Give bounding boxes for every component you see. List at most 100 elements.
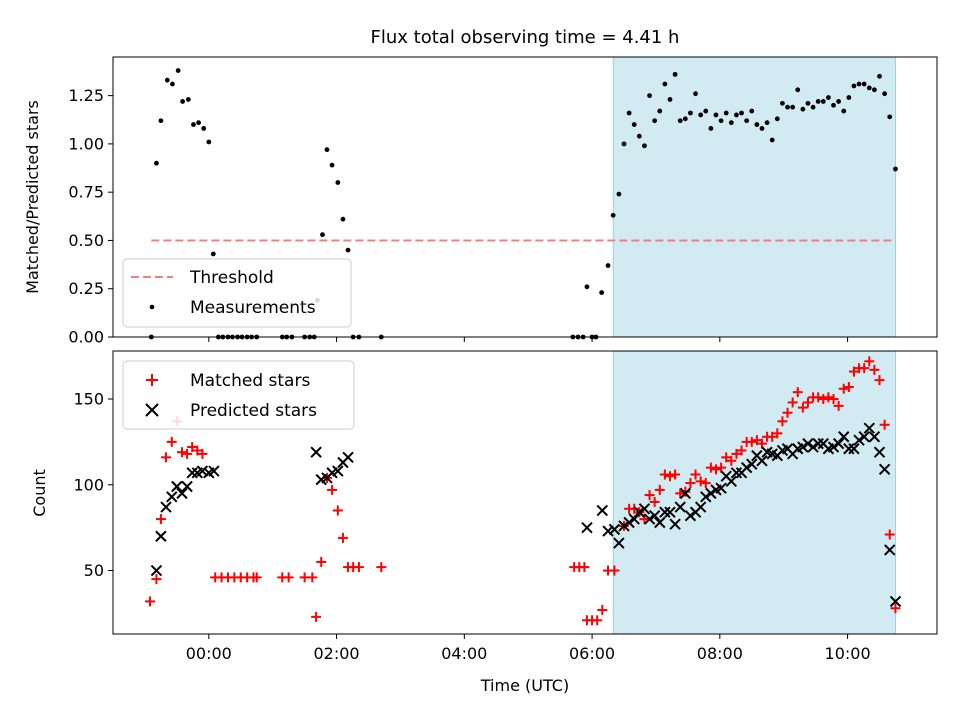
- measurement-point: [703, 108, 709, 114]
- matched-star-point: [597, 604, 608, 615]
- predicted-star-point: [812, 437, 824, 450]
- matched-star-point: [705, 462, 716, 473]
- predicted-star-point: [181, 480, 193, 493]
- measurement-point: [662, 81, 668, 87]
- x-tick-label: 10:00: [825, 644, 871, 663]
- y-tick-label: 100: [73, 475, 104, 494]
- measurement-point: [718, 118, 724, 124]
- matched-star-point: [813, 392, 824, 403]
- measurement-point: [636, 133, 642, 139]
- measurement-point: [851, 83, 857, 89]
- matched-star-point: [695, 476, 706, 487]
- matched-star-point: [721, 452, 732, 463]
- predicted-star-point: [853, 434, 865, 446]
- top-x-ticks: [208, 337, 849, 342]
- measurement-point: [805, 100, 811, 106]
- measurement-point: [739, 110, 744, 116]
- x-tick-label: 08:00: [697, 644, 743, 663]
- predicted-star-point: [797, 441, 809, 453]
- measurement-point: [877, 73, 882, 79]
- predicted-stars-series: [150, 422, 902, 608]
- x-tick-label: 02:00: [314, 644, 360, 663]
- matched-star-point: [197, 448, 208, 459]
- measurement-point: [175, 68, 181, 73]
- matched-star-point: [716, 462, 727, 473]
- measurement-point: [605, 263, 611, 268]
- measurement-point: [210, 251, 216, 257]
- y-tick-label: 0.00: [68, 328, 104, 347]
- matched-star-point: [592, 615, 603, 626]
- measurement-point: [201, 126, 207, 131]
- predicted-star-point: [863, 422, 875, 434]
- measurement-point: [856, 81, 862, 87]
- predicted-star-point: [633, 506, 646, 518]
- predicted-star-point: [802, 437, 814, 450]
- matched-star-point: [690, 469, 701, 480]
- matched-star-point: [579, 562, 590, 573]
- predicted-star-point: [150, 564, 163, 577]
- predicted-star-point: [171, 480, 183, 493]
- measurement-point: [800, 106, 806, 112]
- bottom-y-ticks: 50 100 150: [73, 390, 113, 580]
- measurement-point: [744, 118, 750, 124]
- predicted-star-point: [628, 513, 640, 525]
- top-shaded-rect: [612, 56, 896, 338]
- measurement-point: [657, 108, 663, 114]
- predicted-star-point: [664, 506, 676, 518]
- predicted-star-point: [581, 521, 593, 534]
- matched-star-point: [659, 469, 670, 480]
- bottom-panel-frame: [112, 350, 938, 635]
- predicted-star-point: [694, 501, 707, 513]
- matched-star-point: [145, 596, 156, 607]
- top-legend: Threshold Measurements: [122, 258, 352, 328]
- measurement-point: [815, 99, 821, 104]
- matched-star-point: [307, 572, 318, 583]
- matched-star-point: [166, 436, 177, 447]
- matched-legend-swatch: [146, 374, 158, 386]
- measurement-point: [335, 180, 341, 185]
- matched-star-point: [864, 356, 875, 367]
- predicted-star-point: [740, 461, 753, 474]
- top-legend-box: [122, 258, 352, 328]
- x-tick-label: 04:00: [441, 644, 487, 663]
- matched-star-point: [833, 400, 844, 411]
- matched-star-point: [767, 431, 778, 442]
- measurement-point: [191, 122, 196, 127]
- measurement-point: [846, 95, 852, 100]
- measurement-point: [749, 108, 755, 114]
- top-panel-shaded-region: [612, 56, 896, 338]
- matched-star-point: [376, 562, 387, 573]
- y-tick-label: 1.00: [68, 134, 104, 153]
- matched-star-point: [192, 445, 203, 456]
- predicted-star-point: [725, 475, 738, 488]
- measurements-legend-label: Measurements: [190, 298, 316, 318]
- measurement-point: [774, 116, 780, 122]
- matched-star-point: [828, 394, 839, 405]
- matched-star-point: [353, 562, 364, 573]
- measurement-point: [826, 95, 831, 100]
- matched-star-point: [700, 478, 711, 489]
- matched-star-point: [726, 455, 737, 466]
- matched-star-point: [782, 407, 793, 418]
- measurement-point: [872, 87, 877, 93]
- matched-star-point: [161, 452, 172, 463]
- measurement-point: [345, 247, 351, 253]
- predicted-legend-label: Predicted stars: [190, 401, 317, 421]
- predicted-star-point: [155, 530, 167, 542]
- y-tick-label: 0.75: [68, 183, 104, 202]
- bottom-shaded-rect: [612, 350, 896, 635]
- matched-star-point: [792, 387, 803, 398]
- matched-star-point: [654, 484, 665, 495]
- top-y-axis-label: Matched/Predicted stars: [23, 100, 42, 294]
- predicted-star-point: [705, 487, 717, 500]
- chart-title: Flux total observing time = 4.41 h: [371, 27, 680, 48]
- matched-star-point: [731, 448, 742, 459]
- top-panel: 0.00 0.25 0.50 0.75 1.00 1.25 Matched/Predict…: [23, 56, 938, 347]
- matched-star-point: [629, 503, 640, 514]
- predicted-star-point: [843, 443, 855, 455]
- measurement-point: [728, 120, 734, 126]
- measurement-point: [734, 112, 739, 118]
- measurement-point: [324, 147, 330, 153]
- matched-star-point: [772, 428, 783, 439]
- threshold-legend-label: Threshold: [189, 268, 274, 288]
